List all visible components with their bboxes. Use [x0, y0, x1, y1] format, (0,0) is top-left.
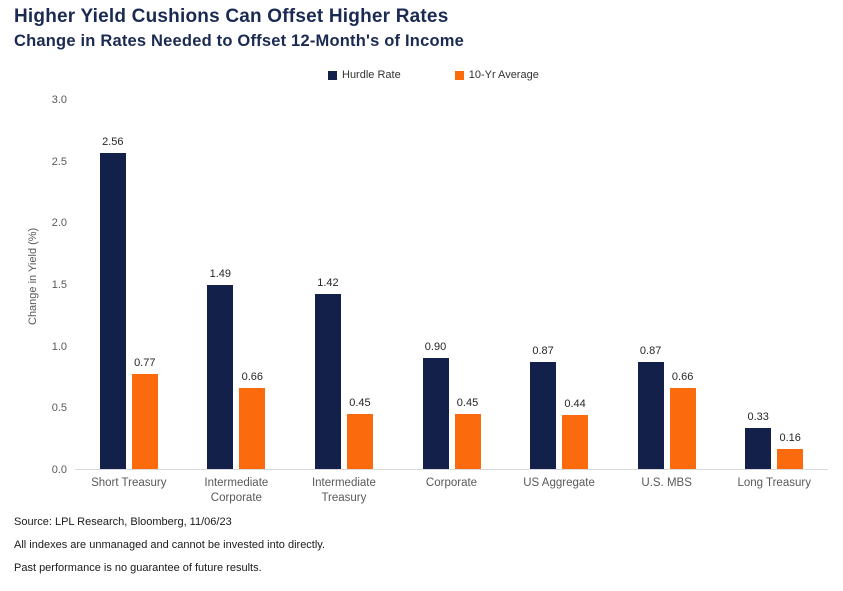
bar-hurdle-rate [207, 285, 234, 469]
value-label-hurdle-rate: 1.42 [317, 276, 339, 289]
bar-10yr-average [346, 413, 373, 469]
chart-subtitle: Change in Rates Needed to Offset 12-Mont… [14, 32, 464, 50]
legend-swatch-hurdle-rate [328, 70, 337, 80]
bar-hurdle-rate [422, 358, 449, 469]
y-tick-label: 0.5 [51, 402, 67, 415]
bar-hurdle-rate [314, 293, 341, 469]
value-label-10yr-average: 0.45 [349, 396, 371, 409]
value-label-hurdle-rate: 0.90 [424, 341, 447, 353]
category-label: Short Treasury [91, 477, 167, 489]
category-label: Intermediate Treasury [311, 477, 376, 504]
y-tick-label: 3.0 [51, 94, 67, 106]
legend-item-hurdle-rate: Hurdle Rate [328, 69, 401, 81]
legend-item-10yr-average: 10-Yr Average [454, 69, 539, 81]
value-label-hurdle-rate: 2.56 [102, 136, 124, 149]
value-label-10yr-average: 0.44 [564, 397, 586, 410]
legend-label-10yr-average: 10-Yr Average [468, 69, 539, 81]
y-tick-label: 0.0 [51, 464, 67, 476]
y-tick-label: 1.0 [51, 340, 67, 353]
bar-hurdle-rate [99, 153, 126, 469]
value-label-hurdle-rate: 0.33 [747, 411, 769, 424]
y-tick-label: 2.5 [51, 155, 67, 168]
chart-legend: Hurdle Rate 10-Yr Average [328, 69, 539, 81]
value-label-10yr-average: 0.77 [134, 357, 156, 370]
legend-swatch-10yr-average [454, 70, 464, 80]
category-label: US Aggregate [523, 477, 595, 489]
value-label-hurdle-rate: 0.87 [639, 344, 662, 357]
plot-area: Change in Yield (%) 0.0 0.5 1.0 1.5 2.0 2.5 3.… [27, 94, 828, 504]
category-label: Long Treasury [737, 477, 811, 489]
disclaimer-note-2: Past performance is no guarantee of futu… [14, 562, 262, 574]
bar-10yr-average [239, 387, 266, 469]
bar-10yr-average [669, 387, 696, 469]
bar-10yr-average [562, 414, 589, 469]
y-tick-label: 1.5 [51, 279, 67, 291]
bar-hurdle-rate [637, 361, 664, 469]
category-label: Corporate [425, 477, 478, 489]
bar-10yr-average [131, 374, 158, 469]
value-label-hurdle-rate: 0.87 [532, 344, 554, 357]
legend-label-hurdle-rate: Hurdle Rate [342, 69, 401, 81]
value-label-10yr-average: 0.66 [671, 370, 694, 383]
category-label: Intermediate Corporate [204, 477, 269, 504]
value-label-10yr-average: 0.45 [456, 396, 479, 409]
source-note: Source: LPL Research, Bloomberg, 11/06/2… [14, 516, 232, 528]
bar-hurdle-rate [745, 428, 772, 469]
category-label: U.S. MBS [641, 477, 692, 489]
bar-10yr-average [777, 449, 804, 469]
chart-title: Higher Yield Cushions Can Offset Higher … [14, 6, 449, 27]
bar-hurdle-rate [530, 361, 557, 469]
disclaimer-note-1: All indexes are unmanaged and cannot be … [14, 539, 326, 551]
value-label-10yr-average: 0.16 [779, 432, 801, 445]
bar-10yr-average [454, 413, 481, 469]
y-tick-label: 2.0 [51, 217, 67, 230]
value-label-10yr-average: 0.66 [241, 370, 264, 383]
footer-notes: Source: LPL Research, Bloomberg, 11/06/2… [14, 516, 325, 585]
y-axis-title: Change in Yield (%) [27, 227, 39, 325]
value-label-hurdle-rate: 1.49 [209, 268, 232, 281]
